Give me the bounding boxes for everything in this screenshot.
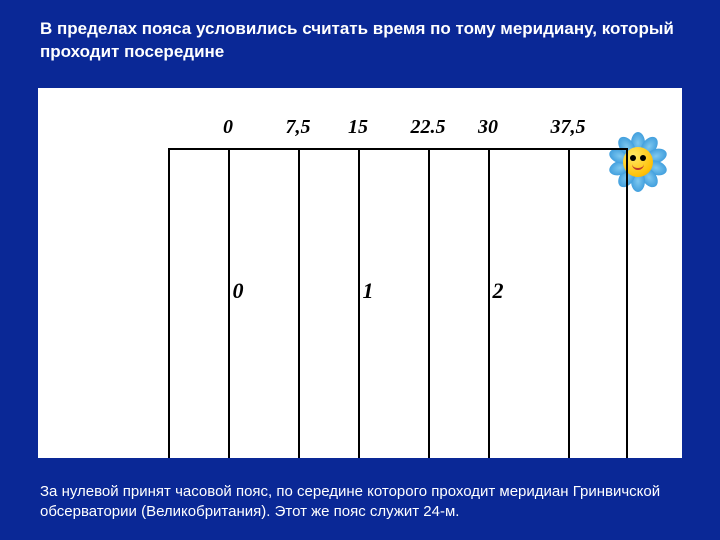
meridian-line (358, 148, 360, 458)
zone-number-label: 2 (493, 278, 504, 304)
meridian-degree-label: 15 (348, 116, 368, 139)
diagram-panel: 0 7,5 15 22.5 30 37,5 0 1 2 (38, 88, 682, 458)
meridian-diagram: 0 7,5 15 22.5 30 37,5 0 1 2 (38, 88, 682, 458)
meridian-degree-label: 37,5 (551, 116, 586, 139)
meridian-line (568, 148, 570, 458)
frame-stub (168, 148, 170, 458)
page-caption: За нулевой принят часовой пояс, по серед… (40, 482, 680, 523)
page-heading: В пределах пояса условились считать врем… (40, 18, 680, 64)
meridian-degree-label: 22.5 (411, 116, 446, 139)
meridian-degree-label: 30 (478, 116, 498, 139)
meridian-degree-label: 7,5 (286, 116, 311, 139)
zone-number-label: 1 (363, 278, 374, 304)
frame-stub (626, 148, 628, 458)
meridian-line (428, 148, 430, 458)
meridian-line (228, 148, 230, 458)
meridian-degree-label: 0 (223, 116, 233, 139)
meridian-line (298, 148, 300, 458)
zone-number-label: 0 (233, 278, 244, 304)
top-border-line (168, 148, 628, 150)
meridian-line (488, 148, 490, 458)
flower-icon (610, 134, 666, 190)
